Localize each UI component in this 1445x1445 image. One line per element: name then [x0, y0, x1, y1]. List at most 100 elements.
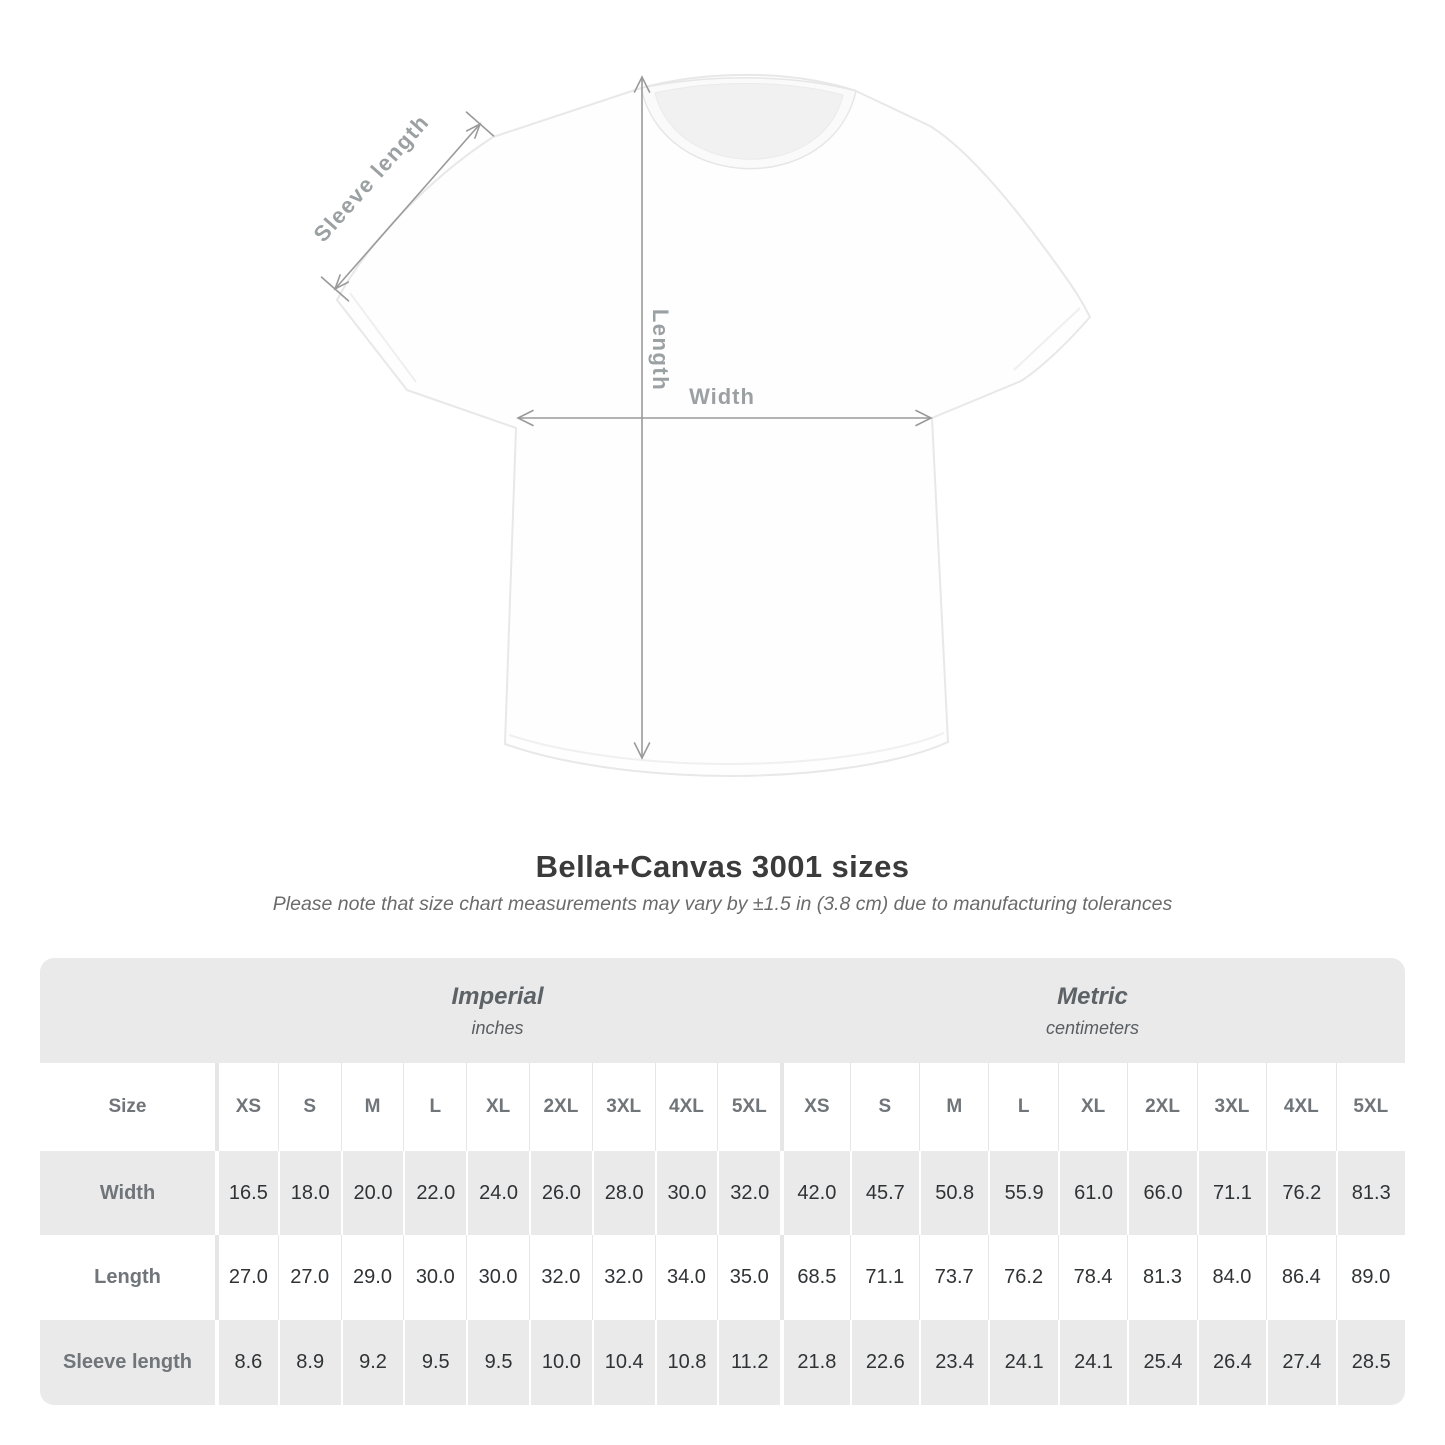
- metric-unit: centimeters: [1045, 1017, 1140, 1038]
- tolerance-note: Please note that size chart measurements…: [272, 893, 1173, 915]
- tshirt-right-cuff-stitch: [1013, 307, 1081, 371]
- value-cell: 61.0: [1057, 1151, 1127, 1235]
- value-cell: 10.8: [654, 1320, 718, 1405]
- size-header: 2XL: [1127, 1063, 1196, 1151]
- value-cell: 22.0: [403, 1151, 466, 1235]
- width-label: Width: [689, 384, 755, 409]
- tshirt-measurement-diagram: Sleeve length Length Width: [309, 73, 1091, 777]
- size-header: S: [849, 1063, 919, 1151]
- tshirt-hem-stitch: [508, 732, 945, 766]
- value-cell: 68.5: [780, 1235, 849, 1320]
- page-title: Bella+Canvas 3001 sizes: [535, 849, 910, 884]
- size-header: 4XL: [654, 1063, 718, 1151]
- unit-group-metric: Metric centimeters: [780, 958, 1405, 1063]
- length-arrowhead-top: [633, 75, 651, 93]
- value-cell: 26.0: [528, 1151, 592, 1235]
- size-header: 2XL: [528, 1063, 592, 1151]
- tshirt-body: [336, 73, 1091, 777]
- imperial-label: Imperial: [451, 982, 544, 1010]
- value-cell: 30.0: [403, 1235, 466, 1320]
- value-cell: 71.1: [849, 1235, 919, 1320]
- size-header: XL: [1057, 1063, 1127, 1151]
- value-cell: 16.5: [215, 1151, 278, 1235]
- value-cell: 45.7: [849, 1151, 919, 1235]
- value-cell: 8.6: [215, 1320, 278, 1405]
- length-label: Length: [648, 309, 673, 391]
- length-arrowhead-bottom: [633, 742, 651, 760]
- size-header-row: Size XS S M L XL 2XL 3XL 4XL 5XL XS S M …: [40, 1063, 1405, 1151]
- sleeve-end-tick-bottom: [320, 276, 350, 302]
- value-cell: 9.5: [466, 1320, 529, 1405]
- value-cell: 81.3: [1127, 1235, 1196, 1320]
- value-cell: 11.2: [717, 1320, 780, 1405]
- size-header: XS: [780, 1063, 849, 1151]
- value-cell: 32.0: [591, 1235, 655, 1320]
- value-cell: 76.2: [988, 1235, 1057, 1320]
- row-label: Width: [99, 1181, 156, 1204]
- size-header: XL: [466, 1063, 529, 1151]
- value-cell: 73.7: [919, 1235, 988, 1320]
- value-cell: 76.2: [1266, 1151, 1335, 1235]
- value-cell: 35.0: [717, 1235, 780, 1320]
- table-row-width: Width 16.5 18.0 20.0 22.0 24.0 26.0 28.0…: [40, 1151, 1405, 1235]
- size-header: 4XL: [1266, 1063, 1335, 1151]
- value-cell: 84.0: [1196, 1235, 1266, 1320]
- value-cell: 29.0: [340, 1235, 404, 1320]
- value-cell: 18.0: [277, 1151, 341, 1235]
- table-row-sleeve-length: Sleeve length 8.6 8.9 9.2 9.5 9.5 10.0 1…: [40, 1320, 1405, 1405]
- value-cell: 24.1: [1057, 1320, 1127, 1405]
- width-arrowhead-left: [516, 409, 534, 427]
- value-cell: 9.5: [403, 1320, 466, 1405]
- value-cell: 27.4: [1266, 1320, 1335, 1405]
- value-cell: 10.4: [591, 1320, 655, 1405]
- row-label: Length: [94, 1266, 161, 1288]
- size-header: 3XL: [1196, 1063, 1266, 1151]
- value-cell: 55.9: [988, 1151, 1057, 1235]
- size-header: L: [988, 1063, 1057, 1151]
- value-cell: 30.0: [466, 1235, 529, 1320]
- size-header: M: [919, 1063, 988, 1151]
- value-cell: 8.9: [277, 1320, 341, 1405]
- value-cell: 28.0: [591, 1151, 655, 1235]
- value-cell: 42.0: [780, 1151, 849, 1235]
- size-header: 5XL: [1335, 1063, 1405, 1151]
- value-cell: 32.0: [528, 1235, 592, 1320]
- value-cell: 66.0: [1127, 1151, 1196, 1235]
- value-cell: 86.4: [1266, 1235, 1335, 1320]
- value-cell: 24.0: [466, 1151, 529, 1235]
- size-table: Imperial inches Metric centimeters Size …: [40, 958, 1405, 1405]
- size-column-header: Size: [108, 1096, 147, 1117]
- size-header: L: [403, 1063, 466, 1151]
- unit-band-spacer: [40, 958, 215, 1063]
- value-cell: 78.4: [1057, 1235, 1127, 1320]
- size-header: M: [340, 1063, 404, 1151]
- row-label: Sleeve length: [63, 1351, 192, 1373]
- value-cell: 71.1: [1196, 1151, 1266, 1235]
- sleeve-arrow: [334, 123, 481, 290]
- unit-system-band: Imperial inches Metric centimeters: [40, 958, 1405, 1063]
- value-cell: 27.0: [277, 1235, 341, 1320]
- value-cell: 30.0: [654, 1151, 718, 1235]
- value-cell: 22.6: [849, 1320, 919, 1405]
- value-cell: 27.0: [215, 1235, 278, 1320]
- value-cell: 32.0: [717, 1151, 780, 1235]
- imperial-unit: inches: [471, 1017, 524, 1038]
- value-cell: 89.0: [1335, 1235, 1405, 1320]
- value-cell: 24.1: [988, 1320, 1057, 1405]
- size-header: XS: [215, 1063, 278, 1151]
- value-cell: 34.0: [654, 1235, 718, 1320]
- size-header: S: [277, 1063, 341, 1151]
- value-cell: 21.8: [780, 1320, 849, 1405]
- value-cell: 23.4: [919, 1320, 988, 1405]
- value-cell: 20.0: [340, 1151, 404, 1235]
- table-row-length: Length 27.0 27.0 29.0 30.0 30.0 32.0 32.…: [40, 1235, 1405, 1320]
- tshirt-diagram-svg: Sleeve length Length Width: [309, 73, 1091, 777]
- sleeve-end-tick-top: [465, 111, 495, 137]
- size-header: 3XL: [591, 1063, 655, 1151]
- width-arrowhead-right: [915, 409, 933, 427]
- unit-group-imperial: Imperial inches: [215, 958, 780, 1063]
- value-cell: 9.2: [340, 1320, 404, 1405]
- value-cell: 26.4: [1196, 1320, 1266, 1405]
- value-cell: 10.0: [528, 1320, 592, 1405]
